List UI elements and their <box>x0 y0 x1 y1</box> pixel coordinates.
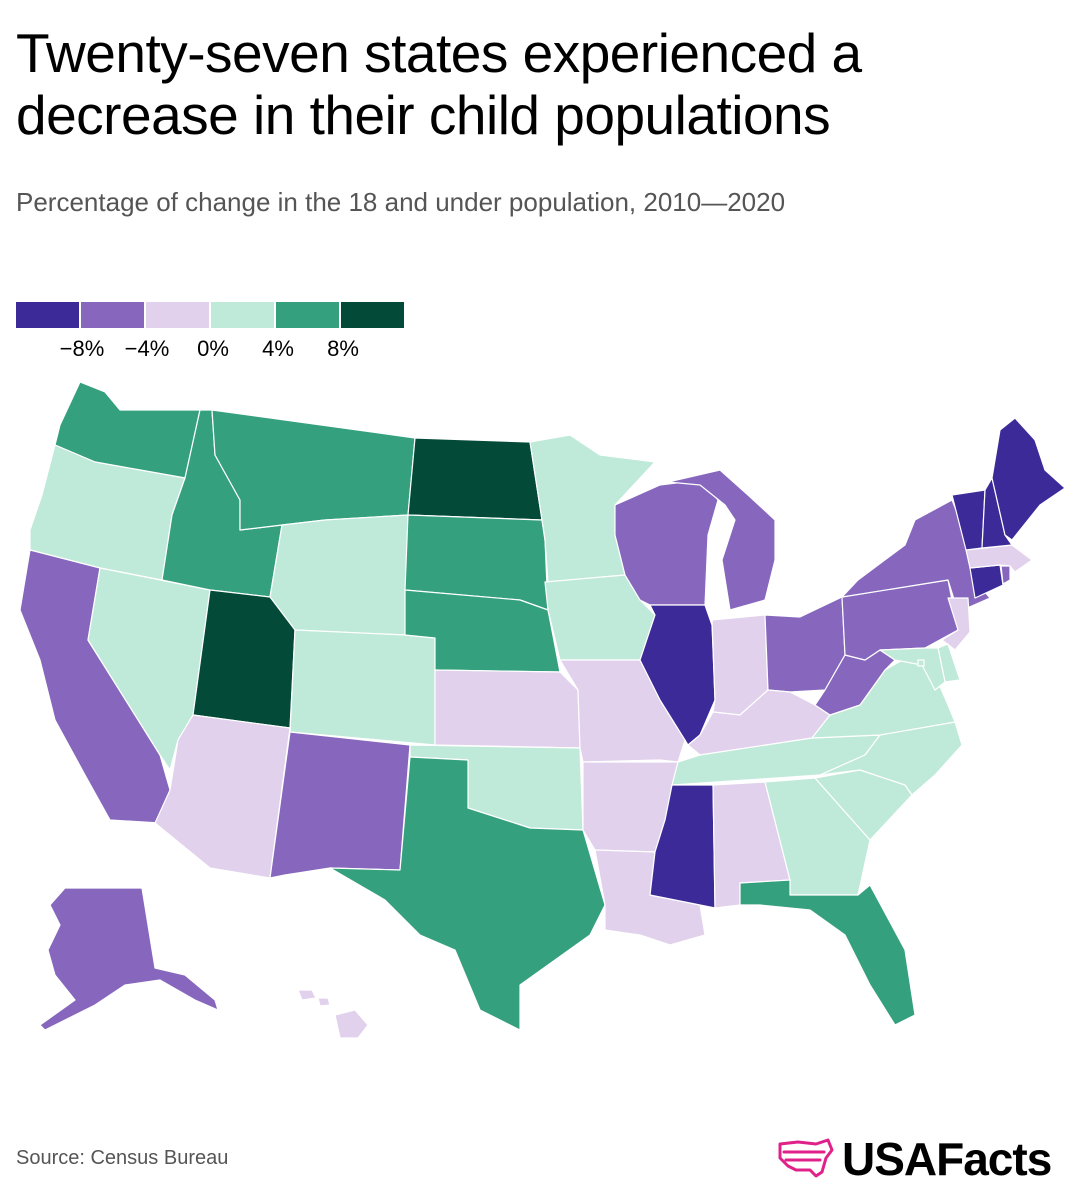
state-ND[interactable] <box>407 437 543 521</box>
state-NC[interactable] <box>819 721 963 796</box>
state-MT[interactable] <box>211 409 416 531</box>
chart-subtitle: Percentage of change in the 18 and under… <box>16 187 786 217</box>
state-FL[interactable] <box>739 879 916 1026</box>
state-WY[interactable] <box>269 514 409 636</box>
legend-swatch-1 <box>16 302 79 328</box>
source-note: Source: Census Bureau <box>16 1147 229 1169</box>
state-NM[interactable] <box>269 731 411 879</box>
state-HI[interactable] <box>297 989 369 1039</box>
state-CT[interactable] <box>969 564 1004 599</box>
state-UT[interactable] <box>192 589 296 729</box>
state-TX[interactable] <box>329 756 606 1031</box>
legend-tick-4: 4% <box>262 336 294 361</box>
brand-wordmark: USAFacts <box>842 1133 1052 1185</box>
legend-swatch-5 <box>276 302 339 328</box>
legend-swatch-4 <box>211 302 274 328</box>
color-legend: −8% −4% 0% 4% 8% <box>16 302 416 362</box>
state-CO[interactable] <box>289 629 436 746</box>
state-NH[interactable] <box>981 477 1013 549</box>
state-DC[interactable] <box>917 659 925 667</box>
legend-swatch-6 <box>341 302 404 328</box>
chart-title: Twenty-seven states experienced a decrea… <box>16 22 862 146</box>
legend-tick-3: 0% <box>197 336 229 361</box>
state-KS[interactable] <box>434 669 581 749</box>
state-MA[interactable] <box>965 544 1033 573</box>
brand-logo: USAFacts <box>776 1128 1076 1188</box>
state-RI[interactable] <box>1000 565 1011 585</box>
us-choropleth-map <box>0 370 1080 1060</box>
state-MI[interactable] <box>667 469 776 611</box>
state-AK[interactable] <box>39 887 219 1031</box>
usa-map-logo-icon <box>778 1138 834 1178</box>
legend-swatch-2 <box>81 302 144 328</box>
state-MD[interactable] <box>879 647 946 691</box>
state-NJ[interactable] <box>941 597 971 651</box>
state-ME[interactable] <box>991 417 1066 541</box>
legend-tick-1: −8% <box>59 336 105 361</box>
legend-tick-2: −4% <box>124 336 170 361</box>
legend-tick-5: 8% <box>327 336 359 361</box>
legend-swatch-3 <box>146 302 209 328</box>
